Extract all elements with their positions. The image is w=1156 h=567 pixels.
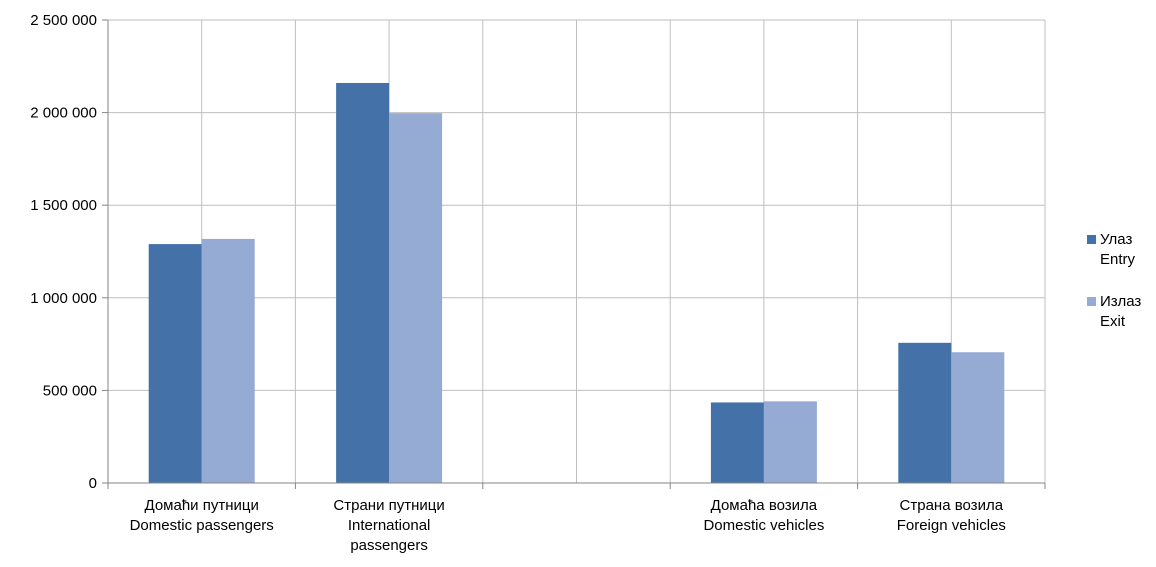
x-category-label: Домаћи путници xyxy=(145,497,259,514)
bar-exit-1 xyxy=(389,113,443,483)
legend-label: Излаз xyxy=(1100,293,1141,310)
legend-swatch-exit xyxy=(1087,297,1096,306)
legend: Улаз Entry Излаз Exit xyxy=(1087,231,1141,330)
x-category-label: Domestic vehicles xyxy=(703,517,824,534)
axes xyxy=(102,19,1046,489)
legend-label: Exit xyxy=(1100,313,1126,330)
y-tick-label: 2 000 000 xyxy=(30,105,97,122)
x-category-label: Страни путници xyxy=(333,497,444,514)
y-tick-label: 500 000 xyxy=(43,382,97,399)
x-category-label: Страна возила xyxy=(900,497,1004,514)
y-axis-tick-labels: 0 500 000 1 000 000 1 500 000 2 000 000 2 500… xyxy=(30,12,97,492)
bar-exit-3 xyxy=(763,401,817,483)
x-category-label: Домаћа возила xyxy=(711,497,818,514)
y-tick-label: 2 500 000 xyxy=(30,12,97,29)
bar-exit-0 xyxy=(201,238,255,483)
x-category-label: passengers xyxy=(350,537,428,554)
bar-entry-4 xyxy=(898,342,952,483)
bars xyxy=(148,82,1005,483)
bar-entry-1 xyxy=(336,82,390,483)
x-category-label: Foreign vehicles xyxy=(897,517,1006,534)
y-tick-label: 0 xyxy=(89,475,97,492)
x-axis-category-labels: Домаћи путници Domestic passengers Страни … xyxy=(130,497,1006,554)
bar-exit-4 xyxy=(951,352,1005,483)
y-tick-label: 1 000 000 xyxy=(30,290,97,307)
legend-swatch-entry xyxy=(1087,235,1096,244)
bar-entry-0 xyxy=(148,244,202,483)
y-tick-label: 1 500 000 xyxy=(30,197,97,214)
x-category-label: Domestic passengers xyxy=(130,517,274,534)
bar-entry-3 xyxy=(710,402,764,483)
legend-label: Улаз xyxy=(1100,231,1132,248)
legend-label: Entry xyxy=(1100,251,1136,268)
x-category-label: International xyxy=(348,517,431,534)
